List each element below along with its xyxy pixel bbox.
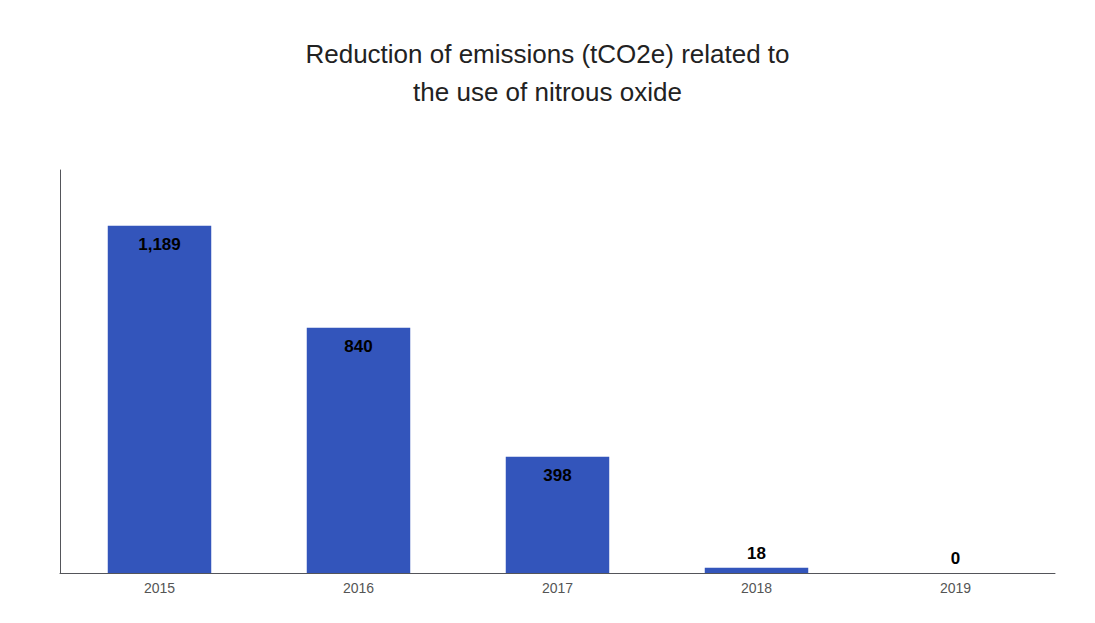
svg-text:2017: 2017 bbox=[542, 580, 573, 596]
svg-text:2016: 2016 bbox=[343, 580, 374, 596]
svg-text:398: 398 bbox=[543, 466, 571, 485]
svg-text:2018: 2018 bbox=[741, 580, 772, 596]
svg-text:2019: 2019 bbox=[940, 580, 971, 596]
svg-text:the use of nitrous oxide: the use of nitrous oxide bbox=[413, 77, 682, 107]
svg-text:840: 840 bbox=[344, 337, 372, 356]
svg-text:1,189: 1,189 bbox=[138, 235, 181, 254]
svg-text:Reduction of emissions (tCO2e): Reduction of emissions (tCO2e) related t… bbox=[305, 39, 789, 69]
svg-text:18: 18 bbox=[747, 544, 766, 563]
svg-text:0: 0 bbox=[951, 549, 960, 568]
svg-text:2015: 2015 bbox=[144, 580, 175, 596]
